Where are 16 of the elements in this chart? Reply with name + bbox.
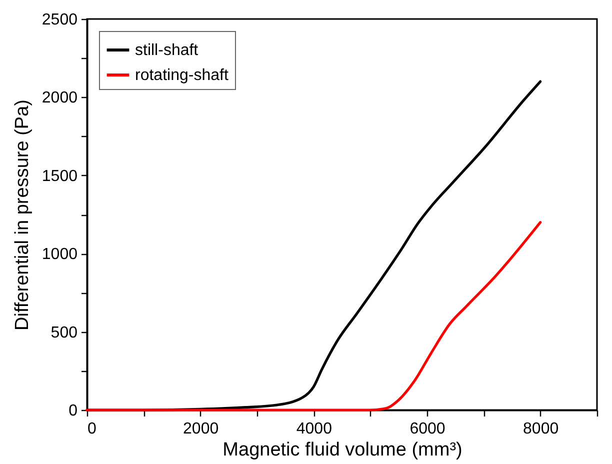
legend-label: still-shaft xyxy=(135,42,199,59)
y-tick-label: 500 xyxy=(50,324,78,342)
x-tick-label: 4000 xyxy=(296,420,332,438)
x-tick-label: 0 xyxy=(88,420,96,438)
x-tick-label: 6000 xyxy=(410,420,446,438)
y-tick-label: 1500 xyxy=(42,168,78,185)
legend-label: rotating-shaft xyxy=(135,67,229,84)
line-series xyxy=(86,221,542,412)
x-tick-label: 2000 xyxy=(183,420,219,438)
y-tick-label: 2500 xyxy=(42,12,78,28)
y-tick-label: 2000 xyxy=(42,90,78,107)
y-tick-label: 0 xyxy=(68,402,78,420)
x-axis-title: Magnetic fluid volume (mm³) xyxy=(222,440,462,460)
y-tick-label: 1000 xyxy=(42,246,78,264)
y-axis-title: Differential in pressure (Pa) xyxy=(12,100,33,330)
x-tick-label: 8000 xyxy=(523,420,559,438)
